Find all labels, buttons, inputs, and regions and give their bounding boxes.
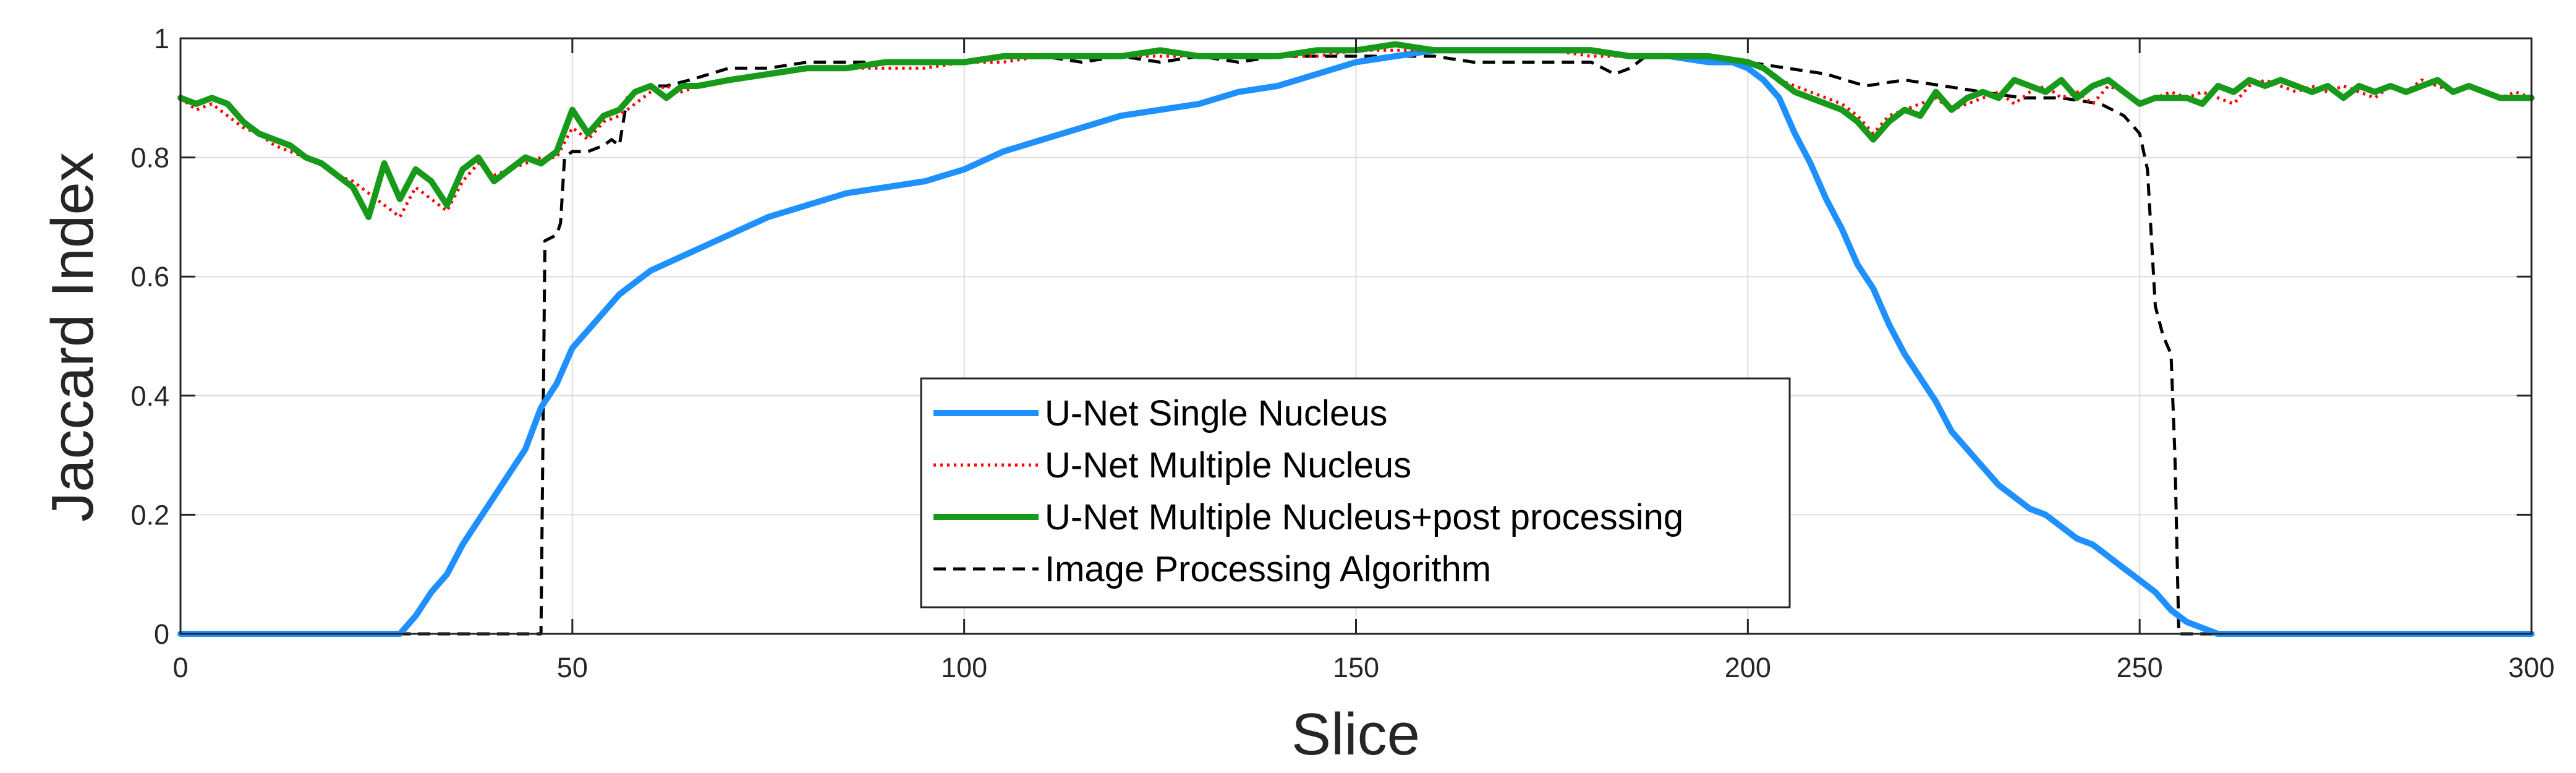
legend-label: U-Net Multiple Nucleus+post processing [1045,497,1683,537]
x-axis-title: Slice [1291,701,1420,767]
x-tick-label: 100 [941,652,987,683]
y-tick-label: 0.2 [130,499,169,531]
x-tick-label: 0 [172,652,188,683]
y-tick-label: 0.8 [130,142,169,174]
x-tick-label: 150 [1333,652,1379,683]
legend-box [920,377,1791,609]
series-lines [177,41,2535,637]
x-tick-label: 250 [2117,652,2163,683]
axes [179,37,2533,635]
x-tick-label: 300 [2508,652,2554,683]
y-tick-label: 1 [154,23,169,54]
legend: U-Net Single Nucleus U-Net Multiple Nucle… [920,377,1791,609]
legend-label: U-Net Multiple Nucleus [1045,445,1411,485]
legend-label: U-Net Single Nucleus [1045,393,1387,433]
series-line-3 [177,41,2535,220]
legend-label: Image Processing Algorithm [1045,549,1491,589]
y-tick-label: 0.4 [130,380,169,412]
tick-labels: 0 50 100 150 200 250 300 0 0.2 0.4 0.6 0.8 1 [130,23,2554,683]
y-axis-title: Jaccard Index [40,152,106,522]
y-tick-label: 0.6 [130,261,169,293]
y-tick-label: 0 [154,618,169,650]
x-tick-label: 200 [1725,652,1771,683]
x-tick-label: 50 [557,652,588,683]
